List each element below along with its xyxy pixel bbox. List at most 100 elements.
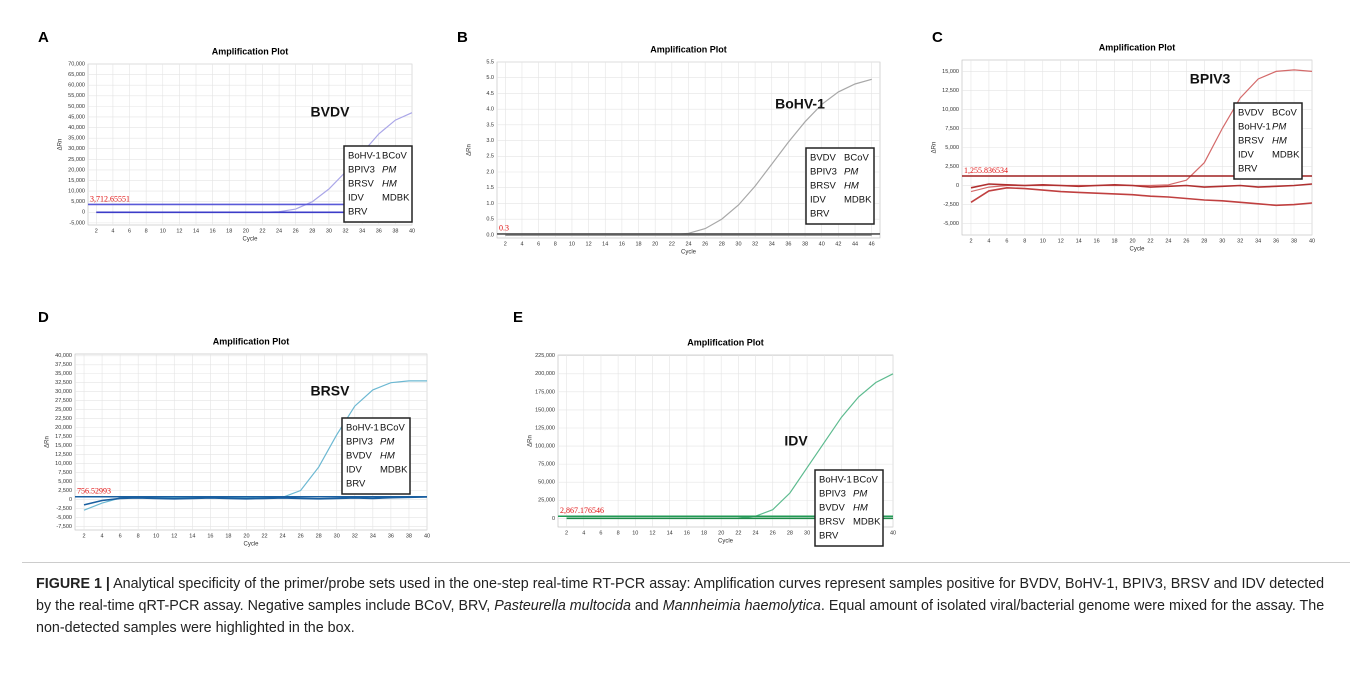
negative-box — [814, 469, 884, 547]
x-tick-label: 16 — [210, 228, 216, 234]
box-label: BRV — [346, 479, 366, 490]
negative-box — [1233, 102, 1303, 180]
x-tick-label: 38 — [1291, 238, 1297, 244]
y-tick-label: 17,500 — [55, 434, 72, 440]
y-tick-label: 25,000 — [538, 498, 555, 504]
y-tick-label: 0 — [69, 497, 72, 503]
y-tick-label: 5,000 — [58, 479, 72, 485]
x-tick-label: 34 — [1255, 238, 1261, 244]
curve — [970, 183, 1313, 189]
y-tick-label: 0 — [552, 516, 555, 522]
x-tick-label: 30 — [1219, 238, 1225, 244]
caption-italic: Mannheimia haemolytica — [662, 598, 821, 614]
x-tick-label: 24 — [1165, 238, 1171, 244]
chart-title: Amplification Plot — [212, 46, 289, 56]
x-tick-label: 42 — [835, 241, 841, 247]
x-tick-label: 4 — [520, 241, 523, 247]
x-tick-label: 10 — [1040, 238, 1046, 244]
y-axis-label: ΔRn — [932, 142, 938, 154]
x-tick-label: 2 — [504, 241, 507, 247]
y-tick-label: 12,500 — [55, 452, 72, 458]
x-tick-label: 38 — [392, 228, 398, 234]
box-label: HM — [853, 503, 868, 514]
y-tick-label: 40,000 — [55, 353, 72, 359]
x-tick-label: 20 — [243, 228, 249, 234]
y-tick-label: 55,000 — [68, 93, 85, 99]
y-tick-label: 2,500 — [58, 488, 72, 494]
x-tick-label: 26 — [702, 241, 708, 247]
x-tick-label: 2 — [95, 228, 98, 234]
box-label: MDBK — [853, 517, 881, 528]
panel-letter: C — [932, 29, 943, 46]
x-tick-label: 28 — [719, 241, 725, 247]
x-tick-label: 10 — [632, 530, 638, 536]
box-label: IDV — [346, 465, 363, 476]
x-tick-label: 34 — [769, 241, 775, 247]
x-tick-label: 28 — [787, 530, 793, 536]
y-tick-label: 10,000 — [68, 189, 85, 195]
box-label: IDV — [810, 195, 827, 206]
box-label: BoHV-1 — [346, 423, 379, 434]
x-tick-label: 32 — [352, 533, 358, 539]
x-tick-label: 40 — [1309, 238, 1315, 244]
box-label: BRSV — [1238, 136, 1265, 147]
caption-text: . Equal amount of isolated viral/bacteri… — [36, 598, 1325, 636]
x-tick-label: 40 — [409, 228, 415, 234]
y-tick-label: 5,000 — [945, 145, 959, 151]
box-label: BCoV — [382, 151, 407, 162]
x-tick-label: 36 — [785, 241, 791, 247]
caption-text: Analytical specificity of the primer/pro… — [36, 576, 1325, 614]
x-tick-label: 36 — [1273, 238, 1279, 244]
x-tick-label: 22 — [735, 530, 741, 536]
y-tick-label: 2.5 — [486, 154, 494, 160]
box-label: BCoV — [1272, 108, 1297, 119]
box-label: BRV — [348, 207, 368, 218]
box-label: BRV — [819, 531, 839, 542]
x-tick-label: 14 — [193, 228, 199, 234]
y-tick-label: 1.0 — [486, 201, 494, 207]
box-label: IDV — [1238, 150, 1255, 161]
y-tick-label: 100,000 — [535, 444, 555, 450]
x-tick-label: 38 — [802, 241, 808, 247]
x-tick-label: 32 — [342, 228, 348, 234]
y-tick-label: 2.0 — [486, 169, 494, 175]
box-label: BCoV — [380, 423, 405, 434]
y-tick-label: 37,500 — [55, 362, 72, 368]
annotation: BoHV-1 — [775, 96, 825, 112]
y-tick-label: 12,500 — [942, 88, 959, 94]
chart-title: Amplification Plot — [650, 44, 727, 54]
x-tick-label: 14 — [667, 530, 673, 536]
y-tick-label: 3.0 — [486, 138, 494, 144]
y-tick-label: 25,000 — [68, 157, 85, 163]
y-tick-label: 0 — [82, 210, 85, 216]
x-tick-label: 34 — [359, 228, 365, 234]
x-tick-label: 4 — [101, 533, 104, 539]
box-label: BoHV-1 — [819, 475, 852, 486]
x-tick-label: 4 — [111, 228, 114, 234]
x-tick-label: 30 — [804, 530, 810, 536]
box-label: BPIV3 — [348, 165, 375, 176]
y-tick-label: 2,500 — [945, 164, 959, 170]
y-tick-label: 35,000 — [68, 136, 85, 142]
x-tick-label: 10 — [153, 533, 159, 539]
x-tick-label: 12 — [586, 241, 592, 247]
box-label: PM — [853, 489, 867, 500]
x-tick-label: 26 — [770, 530, 776, 536]
caption-italic: Pasteurella multocida — [494, 598, 631, 614]
y-tick-label: 25,000 — [55, 407, 72, 413]
x-tick-label: 4 — [987, 238, 990, 244]
y-tick-label: 5,000 — [71, 199, 85, 205]
x-axis-label: Cycle — [681, 250, 697, 256]
caption-label: FIGURE 1 | — [36, 576, 110, 592]
x-tick-label: 6 — [128, 228, 131, 234]
x-tick-label: 16 — [1094, 238, 1100, 244]
x-tick-label: 22 — [669, 241, 675, 247]
x-tick-label: 2 — [969, 238, 972, 244]
x-tick-label: 6 — [537, 241, 540, 247]
x-tick-label: 8 — [554, 241, 557, 247]
y-tick-label: 0.0 — [486, 232, 494, 238]
y-tick-label: 225,000 — [535, 353, 555, 359]
box-label: MDBK — [844, 195, 872, 206]
negative-box — [341, 417, 411, 495]
box-label: BPIV3 — [819, 489, 846, 500]
